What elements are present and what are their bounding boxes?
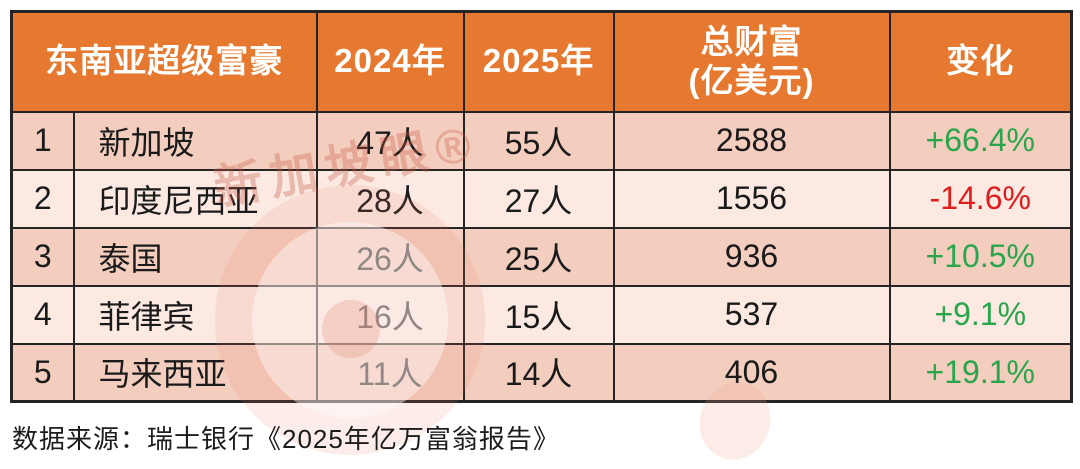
count-2025-cell: 55人 <box>462 110 615 171</box>
wealth-cell: 537 <box>612 284 891 345</box>
count-2024-cell: 16人 <box>315 284 465 345</box>
wealth-cell: 406 <box>612 342 891 403</box>
country-cell: 马来西亚 <box>72 342 318 403</box>
header-2024: 2024年 <box>315 10 465 113</box>
change-cell: +66.4% <box>888 110 1073 171</box>
table-row: 2 印度尼西亚 28人 27人 1556 -14.6% <box>10 168 1073 229</box>
rank-cell: 5 <box>10 342 75 403</box>
table-header: 东南亚超级富豪 2024年 2025年 总财富 (亿美元) 变化 <box>10 10 1073 113</box>
rank-cell: 2 <box>10 168 75 229</box>
table-row: 5 马来西亚 11人 14人 406 +19.1% <box>10 342 1073 403</box>
wealth-cell: 2588 <box>612 110 891 171</box>
header-change: 变化 <box>888 10 1073 113</box>
rank-cell: 3 <box>10 226 75 287</box>
wealth-cell: 936 <box>612 226 891 287</box>
header-wealth-line2: (亿美元) <box>688 61 815 99</box>
header-region: 东南亚超级富豪 <box>10 10 318 113</box>
header-row: 东南亚超级富豪 2024年 2025年 总财富 (亿美元) 变化 <box>10 10 1073 113</box>
table-body: 1 新加坡 47人 55人 2588 +66.4% 2 印度尼西亚 28人 27… <box>10 110 1073 403</box>
country-cell: 新加坡 <box>72 110 318 171</box>
count-2025-cell: 25人 <box>462 226 615 287</box>
rank-cell: 1 <box>10 110 75 171</box>
wealth-cell: 1556 <box>612 168 891 229</box>
table-row: 3 泰国 26人 25人 936 +10.5% <box>10 226 1073 287</box>
change-cell: +10.5% <box>888 226 1073 287</box>
header-2025: 2025年 <box>462 10 615 113</box>
data-source-note: 数据来源：瑞士银行《2025年亿万富翁报告》 <box>12 424 560 454</box>
count-2025-cell: 27人 <box>462 168 615 229</box>
change-cell: +19.1% <box>888 342 1073 403</box>
country-cell: 印度尼西亚 <box>72 168 318 229</box>
count-2025-cell: 14人 <box>462 342 615 403</box>
count-2024-cell: 11人 <box>315 342 465 403</box>
billionaires-table: 东南亚超级富豪 2024年 2025年 总财富 (亿美元) 变化 1 新加坡 4… <box>10 10 1073 403</box>
table-row: 1 新加坡 47人 55人 2588 +66.4% <box>10 110 1073 171</box>
change-cell: -14.6% <box>888 168 1073 229</box>
count-2025-cell: 15人 <box>462 284 615 345</box>
change-cell: +9.1% <box>888 284 1073 345</box>
header-wealth: 总财富 (亿美元) <box>612 10 891 113</box>
country-cell: 菲律宾 <box>72 284 318 345</box>
count-2024-cell: 28人 <box>315 168 465 229</box>
count-2024-cell: 47人 <box>315 110 465 171</box>
count-2024-cell: 26人 <box>315 226 465 287</box>
rank-cell: 4 <box>10 284 75 345</box>
country-cell: 泰国 <box>72 226 318 287</box>
header-wealth-line1: 总财富 <box>700 22 803 60</box>
table-row: 4 菲律宾 16人 15人 537 +9.1% <box>10 284 1073 345</box>
